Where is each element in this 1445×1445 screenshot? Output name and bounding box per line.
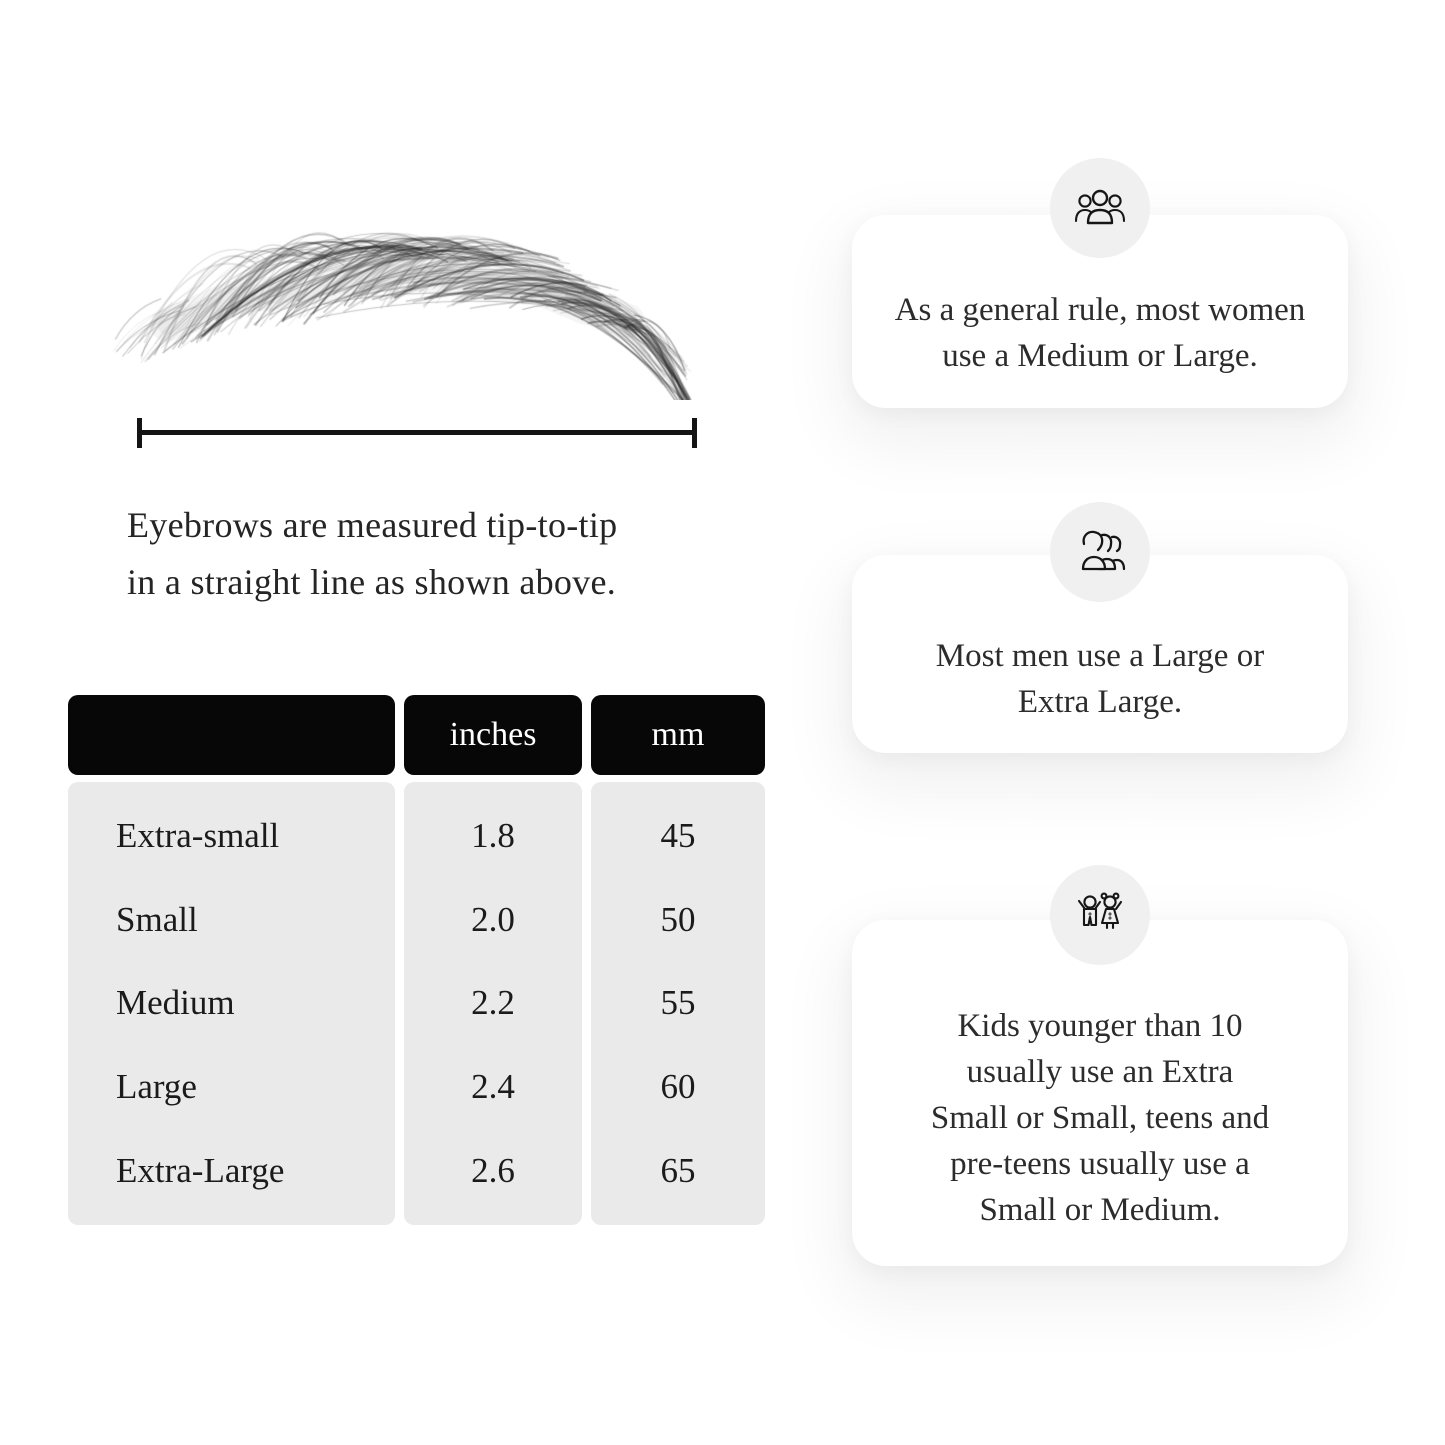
card-text-line: Most men use a Large or bbox=[935, 638, 1265, 674]
size-table-label-column: Extra-small Small Medium Large Extra-Lar… bbox=[68, 782, 395, 1225]
info-card-women: As a general rule, most women use a Medi… bbox=[852, 215, 1348, 408]
measurement-caption-line1: Eyebrows are measured tip-to-tip bbox=[127, 505, 618, 545]
card-text-line: Small or Medium. bbox=[979, 1192, 1221, 1228]
size-table-header-inches: inches bbox=[404, 695, 582, 775]
info-card-women-text: As a general rule, most women use a Medi… bbox=[895, 287, 1306, 379]
eyebrow-illustration bbox=[105, 228, 695, 400]
size-table-inches-column: 1.8 2.0 2.2 2.4 2.6 bbox=[404, 782, 582, 1225]
table-cell-label: Extra-Large bbox=[116, 1151, 285, 1191]
kids-icon bbox=[1050, 865, 1150, 965]
size-table-header: inches mm bbox=[68, 695, 765, 775]
card-text-line: usually use an Extra bbox=[966, 1054, 1234, 1090]
size-table-header-size bbox=[68, 695, 395, 775]
info-card-men: Most men use a Large or Extra Large. bbox=[852, 555, 1348, 753]
card-text-line: Small or Small, teens and bbox=[930, 1100, 1270, 1136]
table-cell-mm: 60 bbox=[660, 1067, 696, 1107]
table-cell-label: Medium bbox=[116, 983, 235, 1023]
card-text-line: Extra Large. bbox=[1017, 684, 1183, 720]
card-text-line: use a Medium or Large. bbox=[942, 337, 1258, 374]
table-cell-inches: 2.2 bbox=[471, 983, 515, 1023]
table-cell-inches: 2.0 bbox=[471, 899, 515, 939]
table-cell-mm: 45 bbox=[660, 815, 696, 855]
info-card-kids-text: Kids younger than 10 usually use an Extr… bbox=[931, 1003, 1269, 1233]
info-card-men-text: Most men use a Large or Extra Large. bbox=[936, 633, 1264, 725]
size-table-body: Extra-small Small Medium Large Extra-Lar… bbox=[68, 782, 765, 1225]
table-cell-label: Extra-small bbox=[116, 815, 280, 855]
measurement-line-bar bbox=[137, 430, 697, 435]
table-cell-mm: 50 bbox=[660, 899, 696, 939]
table-cell-inches: 2.4 bbox=[471, 1067, 515, 1107]
table-cell-mm: 65 bbox=[660, 1151, 696, 1191]
size-table-mm-column: 45 50 55 60 65 bbox=[591, 782, 765, 1225]
card-text-line: Kids younger than 10 bbox=[957, 1008, 1243, 1044]
table-cell-mm: 55 bbox=[660, 983, 696, 1023]
men-group-icon bbox=[1050, 502, 1150, 602]
measurement-caption: Eyebrows are measured tip-to-tip in a st… bbox=[127, 497, 617, 611]
table-cell-inches: 1.8 bbox=[471, 815, 515, 855]
card-text-line: pre-teens usually use a bbox=[950, 1146, 1250, 1182]
measurement-line-right-cap bbox=[692, 418, 697, 448]
card-text-line: As a general rule, most women bbox=[894, 291, 1306, 328]
size-table-header-mm: mm bbox=[591, 695, 765, 775]
table-cell-label: Small bbox=[116, 899, 198, 939]
measurement-caption-line2: in a straight line as shown above. bbox=[127, 562, 617, 602]
table-cell-label: Large bbox=[116, 1067, 197, 1107]
measurement-line bbox=[137, 418, 697, 448]
women-group-icon bbox=[1050, 158, 1150, 258]
info-card-kids: Kids younger than 10 usually use an Extr… bbox=[852, 920, 1348, 1266]
size-table: inches mm Extra-small Small Medium Large… bbox=[68, 695, 765, 1225]
table-cell-inches: 2.6 bbox=[471, 1151, 515, 1191]
